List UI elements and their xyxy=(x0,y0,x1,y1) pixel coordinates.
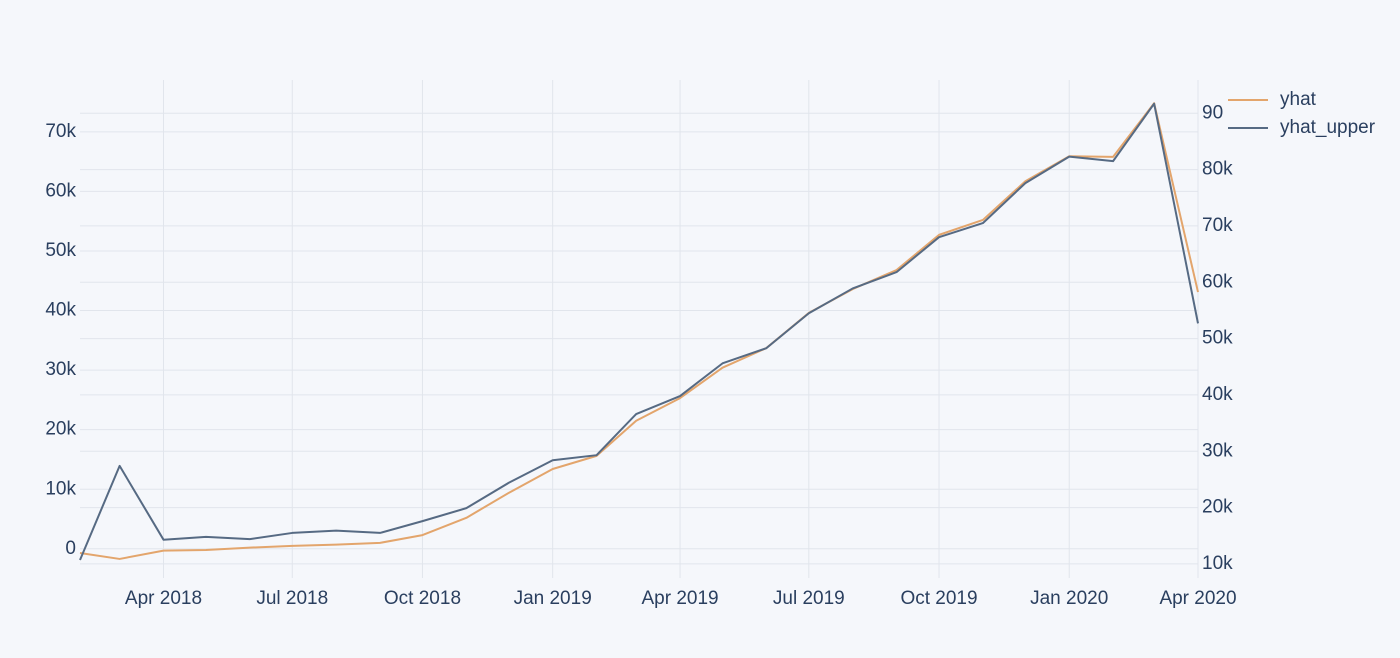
x-tick-label: Jul 2018 xyxy=(256,588,328,609)
y-tick-label: 20k xyxy=(45,419,76,440)
series-line xyxy=(79,102,1199,560)
y2-tick-label: 70k xyxy=(1202,215,1233,236)
y2-tick-label: 10k xyxy=(1202,553,1233,574)
y2-tick-label: 50k xyxy=(1202,328,1233,349)
y2-tick-label: 60k xyxy=(1202,271,1233,292)
y2-tick-label: 40k xyxy=(1202,384,1233,405)
x-tick-label: Apr 2019 xyxy=(641,588,718,609)
series-line xyxy=(79,102,1199,561)
y-tick-label: 0 xyxy=(65,538,76,559)
y-tick-label: 60k xyxy=(45,180,76,201)
y-tick-label: 30k xyxy=(45,359,76,380)
x-tick-label: Apr 2020 xyxy=(1159,588,1236,609)
x-tick-label: Oct 2018 xyxy=(384,588,461,609)
x-tick-label: Jan 2019 xyxy=(514,588,592,609)
y-tick-label: 40k xyxy=(45,300,76,321)
legend-label: yhat_upper xyxy=(1280,117,1376,138)
legend-label: yhat xyxy=(1280,89,1317,110)
y-tick-label: 70k xyxy=(45,121,76,142)
y-tick-label: 50k xyxy=(45,240,76,261)
x-tick-label: Jul 2019 xyxy=(773,588,845,609)
y-tick-label: 10k xyxy=(45,478,76,499)
y2-tick-label: 30k xyxy=(1202,440,1233,461)
y2-tick-label: 90 xyxy=(1202,102,1223,123)
x-tick-label: Apr 2018 xyxy=(125,588,202,609)
y2-tick-label: 20k xyxy=(1202,497,1233,518)
y2-tick-label: 80k xyxy=(1202,159,1233,180)
x-tick-label: Jan 2020 xyxy=(1030,588,1108,609)
x-tick-label: Oct 2019 xyxy=(900,588,977,609)
